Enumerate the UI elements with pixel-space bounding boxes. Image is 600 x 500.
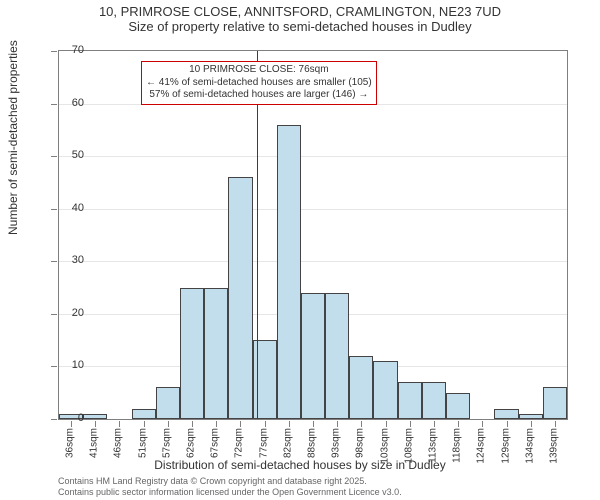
x-tick-label: 108sqm <box>403 428 414 464</box>
grid-line <box>59 209 567 210</box>
x-tick-label: 46sqm <box>113 428 124 458</box>
y-tick-label: 20 <box>72 307 84 319</box>
title-line-1: 10, PRIMROSE CLOSE, ANNITSFORD, CRAMLING… <box>0 4 600 19</box>
histogram-bar <box>446 393 470 419</box>
x-tick-label: 72sqm <box>234 428 245 458</box>
annotation-line-1: 10 PRIMROSE CLOSE: 76sqm <box>146 64 372 77</box>
histogram-bar <box>543 387 567 419</box>
x-tick <box>313 421 314 427</box>
x-tick-label: 134sqm <box>524 428 535 464</box>
x-tick <box>482 421 483 427</box>
x-tick <box>265 421 266 427</box>
y-tick <box>51 51 57 52</box>
y-tick <box>51 261 57 262</box>
histogram-bar <box>277 125 301 419</box>
histogram-bar <box>494 409 518 420</box>
x-tick-label: 62sqm <box>186 428 197 458</box>
x-tick-label: 41sqm <box>89 428 100 458</box>
annotation-box: 10 PRIMROSE CLOSE: 76sqm ← 41% of semi-d… <box>141 61 377 105</box>
x-tick <box>434 421 435 427</box>
plot-area: 10 PRIMROSE CLOSE: 76sqm ← 41% of semi-d… <box>58 50 568 420</box>
histogram-bar <box>301 293 325 419</box>
footnote-line-1: Contains HM Land Registry data © Crown c… <box>58 476 402 487</box>
y-tick-label: 0 <box>78 412 84 424</box>
x-tick-label: 51sqm <box>137 428 148 458</box>
y-tick-label: 40 <box>72 202 84 214</box>
x-tick-label: 88sqm <box>307 428 318 458</box>
x-tick <box>240 421 241 427</box>
x-tick <box>216 421 217 427</box>
annotation-line-3: 57% of semi-detached houses are larger (… <box>146 89 372 102</box>
x-tick <box>71 421 72 427</box>
y-tick-label: 50 <box>72 149 84 161</box>
x-tick-label: 124sqm <box>476 428 487 464</box>
grid-line <box>59 156 567 157</box>
x-tick-label: 103sqm <box>379 428 390 464</box>
x-tick <box>192 421 193 427</box>
y-tick-label: 70 <box>72 44 84 56</box>
x-tick <box>386 421 387 427</box>
title-line-2: Size of property relative to semi-detach… <box>0 19 600 34</box>
x-tick <box>507 421 508 427</box>
histogram-bar <box>519 414 543 419</box>
x-tick <box>95 421 96 427</box>
y-tick <box>51 156 57 157</box>
x-tick-label: 93sqm <box>331 428 342 458</box>
y-tick <box>51 366 57 367</box>
y-tick-label: 30 <box>72 254 84 266</box>
x-tick <box>555 421 556 427</box>
histogram-bar <box>180 288 204 419</box>
histogram-bar <box>422 382 446 419</box>
histogram-bar <box>253 340 277 419</box>
x-tick <box>361 421 362 427</box>
x-tick <box>168 421 169 427</box>
y-tick <box>51 209 57 210</box>
histogram-bar <box>204 288 228 419</box>
histogram-bar <box>156 387 180 419</box>
histogram-bar <box>325 293 349 419</box>
x-tick-label: 129sqm <box>500 428 511 464</box>
reference-line <box>257 51 258 419</box>
x-tick-label: 36sqm <box>65 428 76 458</box>
x-tick-label: 77sqm <box>258 428 269 458</box>
x-tick-label: 82sqm <box>282 428 293 458</box>
x-tick <box>531 421 532 427</box>
x-tick-label: 113sqm <box>427 428 438 463</box>
histogram-bar <box>373 361 397 419</box>
chart-container: 10, PRIMROSE CLOSE, ANNITSFORD, CRAMLING… <box>0 0 600 500</box>
y-tick-label: 60 <box>72 97 84 109</box>
y-axis-label: Number of semi-detached properties <box>6 40 20 235</box>
y-tick-label: 10 <box>72 359 84 371</box>
y-tick <box>51 104 57 105</box>
x-tick-label: 98sqm <box>355 428 366 458</box>
footnote: Contains HM Land Registry data © Crown c… <box>58 476 402 498</box>
x-tick-label: 139sqm <box>548 428 559 464</box>
chart-title: 10, PRIMROSE CLOSE, ANNITSFORD, CRAMLING… <box>0 4 600 34</box>
annotation-line-2: ← 41% of semi-detached houses are smalle… <box>146 77 372 90</box>
x-tick <box>289 421 290 427</box>
x-tick <box>410 421 411 427</box>
histogram-bar <box>83 414 107 419</box>
x-tick <box>458 421 459 427</box>
x-tick <box>119 421 120 427</box>
x-tick <box>144 421 145 427</box>
x-tick-label: 67sqm <box>210 428 221 458</box>
histogram-bar <box>398 382 422 419</box>
histogram-bar <box>228 177 252 419</box>
x-tick-label: 57sqm <box>161 428 172 458</box>
histogram-bar <box>132 409 156 420</box>
y-tick <box>51 314 57 315</box>
grid-line <box>59 261 567 262</box>
footnote-line-2: Contains public sector information licen… <box>58 487 402 498</box>
x-tick-label: 118sqm <box>452 428 463 463</box>
x-tick <box>337 421 338 427</box>
histogram-bar <box>349 356 373 419</box>
y-tick <box>51 419 57 420</box>
